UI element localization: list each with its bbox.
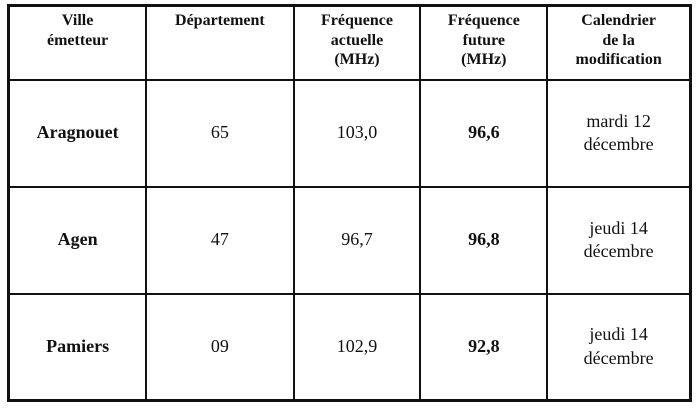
freq-future-cell: 96,8: [419, 185, 549, 295]
freq-future-cell: 96,6: [419, 78, 549, 188]
header-calendrier: Calendrier de la modification: [546, 4, 692, 81]
header-departement: Département: [145, 4, 295, 81]
departement-cell: 09: [145, 292, 295, 402]
city-cell: Agen: [7, 185, 148, 295]
departement-cell: 65: [145, 78, 295, 188]
header-row: Ville émetteur Département Fréquence act…: [7, 4, 692, 81]
freq-actuelle-cell: 103,0: [292, 78, 422, 188]
city-cell: Pamiers: [7, 292, 148, 402]
frequency-modification-table: Ville émetteur Département Fréquence act…: [7, 4, 692, 402]
table-row-agen: Agen 47 96,7 96,8 jeudi 14 décembre: [7, 185, 692, 295]
header-frequence-future: Fréquence future (MHz): [419, 4, 549, 81]
freq-actuelle-cell: 96,7: [292, 185, 422, 295]
freq-future-cell: 92,8: [419, 292, 549, 402]
table-row-pamiers: Pamiers 09 102,9 92,8 jeudi 14 décembre: [7, 292, 692, 402]
header-frequence-actuelle: Fréquence actuelle (MHz): [292, 4, 422, 81]
city-cell: Aragnouet: [7, 78, 148, 188]
table-row-aragnouet: Aragnouet 65 103,0 96,6 mardi 12 décembr…: [7, 78, 692, 188]
header-ville-emetteur: Ville émetteur: [7, 4, 148, 81]
calendrier-cell: mardi 12 décembre: [546, 78, 692, 188]
calendrier-cell: jeudi 14 décembre: [546, 292, 692, 402]
departement-cell: 47: [145, 185, 295, 295]
freq-actuelle-cell: 102,9: [292, 292, 422, 402]
calendrier-cell: jeudi 14 décembre: [546, 185, 692, 295]
